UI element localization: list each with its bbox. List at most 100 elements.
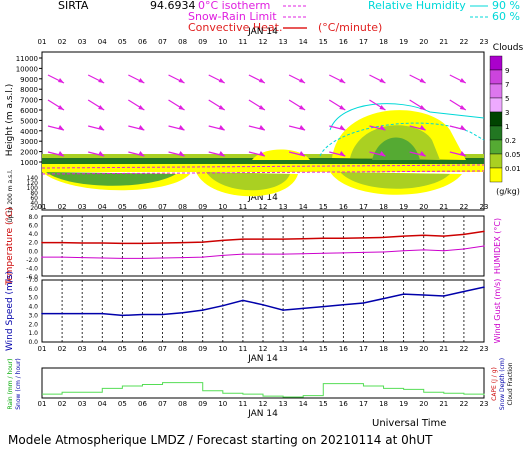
wind-arrow-head bbox=[138, 78, 145, 83]
forecast-title: Modele Atmospherique LMDZ / Forecast sta… bbox=[8, 433, 433, 447]
clouds-bottom-tick-01: 01 bbox=[38, 203, 47, 211]
clouds-bottom-tick-20: 20 bbox=[419, 203, 428, 211]
clouds-y-tick-8000: 8000 bbox=[20, 86, 38, 94]
convective-legend: Convective Heat. bbox=[188, 21, 282, 34]
wind-y-tick-6.0: 6.0 bbox=[28, 286, 38, 293]
temperature-point-22 bbox=[463, 233, 465, 236]
wind-y-tick-0.0: 0.0 bbox=[28, 339, 38, 346]
humidex-point-8 bbox=[181, 256, 184, 259]
precip-bottom-tick-20: 20 bbox=[419, 400, 428, 408]
wind-y-tick-4.0: 4.0 bbox=[28, 304, 38, 311]
wind-arrow-head bbox=[299, 78, 306, 83]
precip-bottom-tick-13: 13 bbox=[279, 400, 288, 408]
humidex-point-13 bbox=[282, 253, 284, 255]
humidex-point-21 bbox=[443, 249, 445, 252]
humidex-point-15 bbox=[322, 252, 325, 255]
clouds-y-tick-6000: 6000 bbox=[20, 107, 38, 115]
clouds-top-tick-13: 13 bbox=[279, 38, 288, 46]
clouds-panel: 01 02 03 04 05 06 07 08 09 10 11 12 13 14 15 16 17 18 19 20… bbox=[5, 27, 524, 223]
wind-bottom-tick-10: 10 bbox=[218, 345, 227, 353]
temperature-y-tick-2.0: 2.0 bbox=[28, 240, 38, 247]
humidex-point-9 bbox=[201, 256, 204, 258]
clouds-bottom-tick-13: 13 bbox=[279, 203, 288, 211]
humidex-point-16 bbox=[342, 252, 345, 254]
clouds-bottom-tick-23: 23 bbox=[480, 203, 489, 211]
clouds-bottom-tick-15: 15 bbox=[319, 203, 328, 211]
clouds-bottom-tick-14: 14 bbox=[299, 203, 308, 211]
precip-bottom-tick-16: 16 bbox=[339, 400, 348, 408]
colorbar-swatch-6 bbox=[489, 139, 503, 155]
wind-bottom-tick-23: 23 bbox=[480, 345, 489, 353]
cloud-fraction-ylabel: Cloud Fraction bbox=[507, 362, 514, 405]
temperature-y-tick--4.0: -4.0 bbox=[26, 265, 38, 272]
precip-bottom-tick-23: 23 bbox=[480, 400, 489, 408]
precip-bottom-tick-06: 06 bbox=[138, 400, 147, 408]
precip-bottom-tick-01: 01 bbox=[38, 400, 47, 408]
colorbar-swatch-2 bbox=[489, 83, 503, 99]
temperature-y-tick-8.0: 8.0 bbox=[28, 214, 38, 221]
wind-arrow-head bbox=[258, 78, 265, 83]
temperature-point-23 bbox=[483, 230, 485, 233]
precip-date-label: JAN 14 bbox=[247, 409, 278, 419]
temperature-point-17 bbox=[362, 237, 365, 239]
clouds-y-tick-5000: 5000 bbox=[20, 117, 38, 125]
cloud-patch-12 bbox=[252, 149, 310, 160]
colorbar-swatch-5 bbox=[489, 125, 503, 141]
temperature-y-tick-0.0: 0.0 bbox=[28, 248, 38, 255]
wind-speed-point-20 bbox=[422, 294, 425, 296]
wind-speed-point-10 bbox=[222, 304, 224, 307]
wind-arrow-head bbox=[98, 78, 105, 83]
wind-arrow-head bbox=[339, 151, 346, 156]
temperature-point-15 bbox=[322, 237, 325, 240]
clouds-colorbar: 9 7 5 3 1 0.2 0.05 0.01 (g/kg) bbox=[489, 55, 521, 196]
humidex-point-6 bbox=[141, 257, 144, 260]
precip-bottom-tick-10: 10 bbox=[218, 400, 227, 408]
humidex-point-19 bbox=[402, 249, 405, 252]
colorbar-swatch-1 bbox=[489, 69, 503, 85]
header-value: 94.6934 bbox=[150, 0, 196, 12]
humidex-point-2 bbox=[61, 256, 63, 258]
wind-arrow-head bbox=[419, 78, 426, 83]
clouds-top-tick-01: 01 bbox=[38, 38, 47, 46]
clouds-top-tick-16: 16 bbox=[339, 38, 348, 46]
colorbar-label-7: 0.01 bbox=[505, 165, 521, 173]
clouds-top-tick-23: 23 bbox=[480, 38, 489, 46]
temperature-point-19 bbox=[402, 235, 405, 237]
clouds-y-low-tick-100: 100 bbox=[27, 185, 39, 192]
wind-arrow-head bbox=[299, 125, 306, 130]
clouds-bottom-tick-11: 11 bbox=[238, 203, 247, 211]
wind-bottom-tick-15: 15 bbox=[319, 345, 328, 353]
humidex-point-11 bbox=[242, 253, 244, 255]
clouds-y-low-tick-80: 80 bbox=[30, 190, 38, 197]
cape-ylabel: CAPE (J / g) bbox=[491, 367, 498, 401]
precip-bottom-tick-05: 05 bbox=[118, 400, 127, 408]
temperature-point-18 bbox=[382, 236, 385, 239]
clouds-top-tick-22: 22 bbox=[459, 38, 468, 46]
wind-speed-point-7 bbox=[161, 313, 164, 316]
clouds-top-tick-06: 06 bbox=[138, 38, 147, 46]
wind-arrow-head bbox=[459, 125, 466, 130]
temperature-point-9 bbox=[201, 241, 204, 243]
clouds-bottom-tick-22: 22 bbox=[459, 203, 468, 211]
colorbar-label-2: 5 bbox=[505, 95, 509, 103]
wind-arrow-head bbox=[178, 105, 185, 110]
wind-speed-point-18 bbox=[382, 297, 385, 300]
rh-legend: Relative Humidity bbox=[368, 0, 466, 12]
wind-bottom-tick-05: 05 bbox=[118, 345, 127, 353]
clouds-top-tick-09: 09 bbox=[198, 38, 207, 46]
clouds-top-tick-15: 15 bbox=[319, 38, 328, 46]
temperature-ylabel: Temperature (°C) bbox=[5, 207, 15, 286]
station-label: SIRTA bbox=[58, 0, 89, 12]
temperature-point-3 bbox=[81, 242, 83, 244]
temperature-point-1 bbox=[41, 241, 43, 244]
wind-bottom-tick-22: 22 bbox=[459, 345, 468, 353]
wind-bottom-tick-11: 11 bbox=[238, 345, 247, 353]
humidex-point-12 bbox=[262, 253, 264, 255]
clouds-y-low-tick-120: 120 bbox=[27, 180, 39, 187]
wind-arrow-head bbox=[299, 151, 306, 156]
temperature-point-11 bbox=[242, 238, 244, 240]
colorbar-label-6: 0.05 bbox=[505, 151, 521, 159]
wind-bottom-tick-03: 03 bbox=[78, 345, 87, 353]
precipitation-frame bbox=[41, 367, 485, 399]
